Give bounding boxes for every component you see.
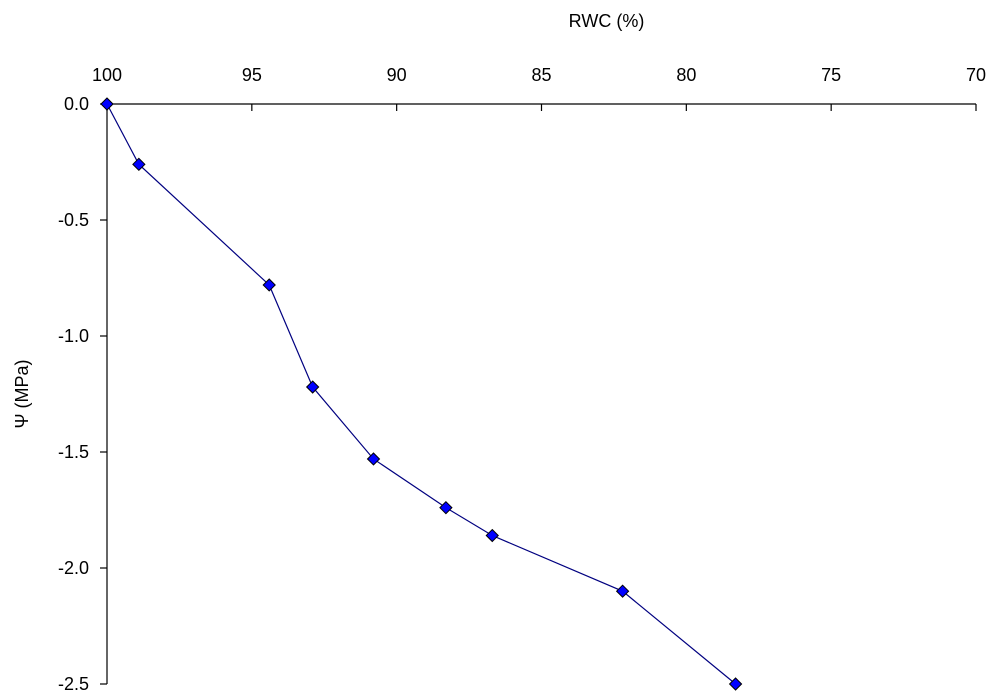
x-tick-label: 70 — [966, 65, 986, 85]
y-axis: 0.0 -0.5 -1.0 -1.5 -2.0 -2.5 — [58, 94, 108, 694]
x-axis-title: RWC (%) — [569, 11, 645, 31]
data-point-marker — [100, 97, 114, 111]
x-tick-label: 80 — [676, 65, 696, 85]
data-point-marker — [728, 677, 743, 691]
y-tick-label: -1.5 — [58, 442, 89, 462]
series-points-group — [100, 97, 743, 691]
x-tick-label: 75 — [821, 65, 841, 85]
data-point-marker — [305, 380, 320, 394]
x-tick-label: 90 — [387, 65, 407, 85]
data-point-marker — [485, 528, 499, 543]
x-tick-label: 85 — [531, 65, 551, 85]
series-line-group — [106, 103, 736, 685]
x-tick-label: 95 — [242, 65, 262, 85]
data-point-marker — [615, 584, 630, 598]
y-tick-label: -1.0 — [58, 326, 89, 346]
data-point-marker — [132, 157, 146, 172]
y-tick-label: -2.0 — [58, 558, 89, 578]
series-line — [106, 103, 736, 685]
x-tick-label: 100 — [92, 65, 122, 85]
y-tick-label: -2.5 — [58, 674, 89, 694]
data-point-marker — [439, 500, 453, 515]
data-point-marker — [366, 452, 381, 466]
x-axis: 100 95 90 85 80 75 70 — [92, 65, 986, 111]
y-tick-label: -0.5 — [58, 210, 89, 230]
y-tick-label: 0.0 — [64, 94, 89, 114]
y-axis-title: Ψ (MPa) — [12, 359, 32, 428]
data-point-marker — [262, 278, 276, 292]
